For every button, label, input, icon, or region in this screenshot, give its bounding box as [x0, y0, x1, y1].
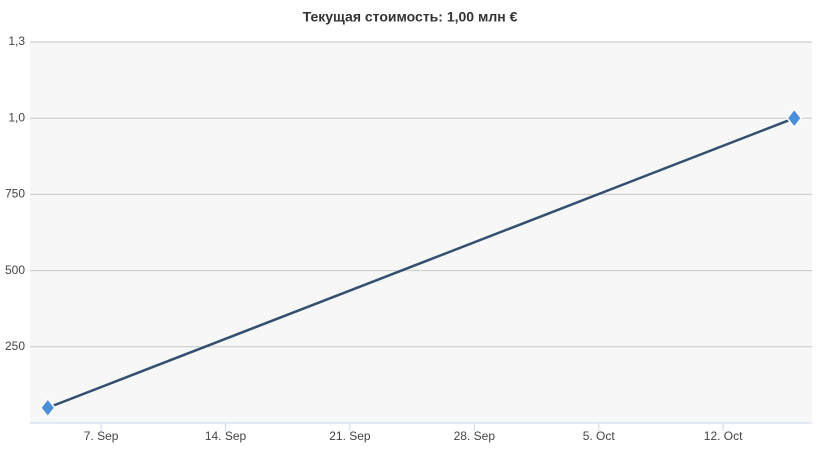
x-tick-label: 7. Sep — [84, 429, 119, 443]
y-tick-label: 250 — [5, 339, 25, 353]
y-tick-label: 1,0 — [8, 110, 25, 124]
y-tick-label: 500 — [5, 263, 25, 277]
y-tick-label: 1,3 — [8, 34, 25, 48]
y-tick-label: 750 — [5, 187, 25, 201]
plot-area — [30, 42, 812, 423]
line — [47, 117, 795, 409]
chart-title: Текущая стоимость: 1,00 млн € — [303, 9, 518, 25]
x-tick-label: 28. Sep — [454, 429, 496, 443]
marker — [786, 107, 803, 129]
x-tick-label: 12. Oct — [704, 429, 743, 443]
marker — [39, 397, 56, 418]
x-tick-label: 21. Sep — [329, 429, 371, 443]
x-tick-label: 5. Oct — [583, 429, 616, 443]
x-tick-label: 14. Sep — [205, 429, 247, 443]
